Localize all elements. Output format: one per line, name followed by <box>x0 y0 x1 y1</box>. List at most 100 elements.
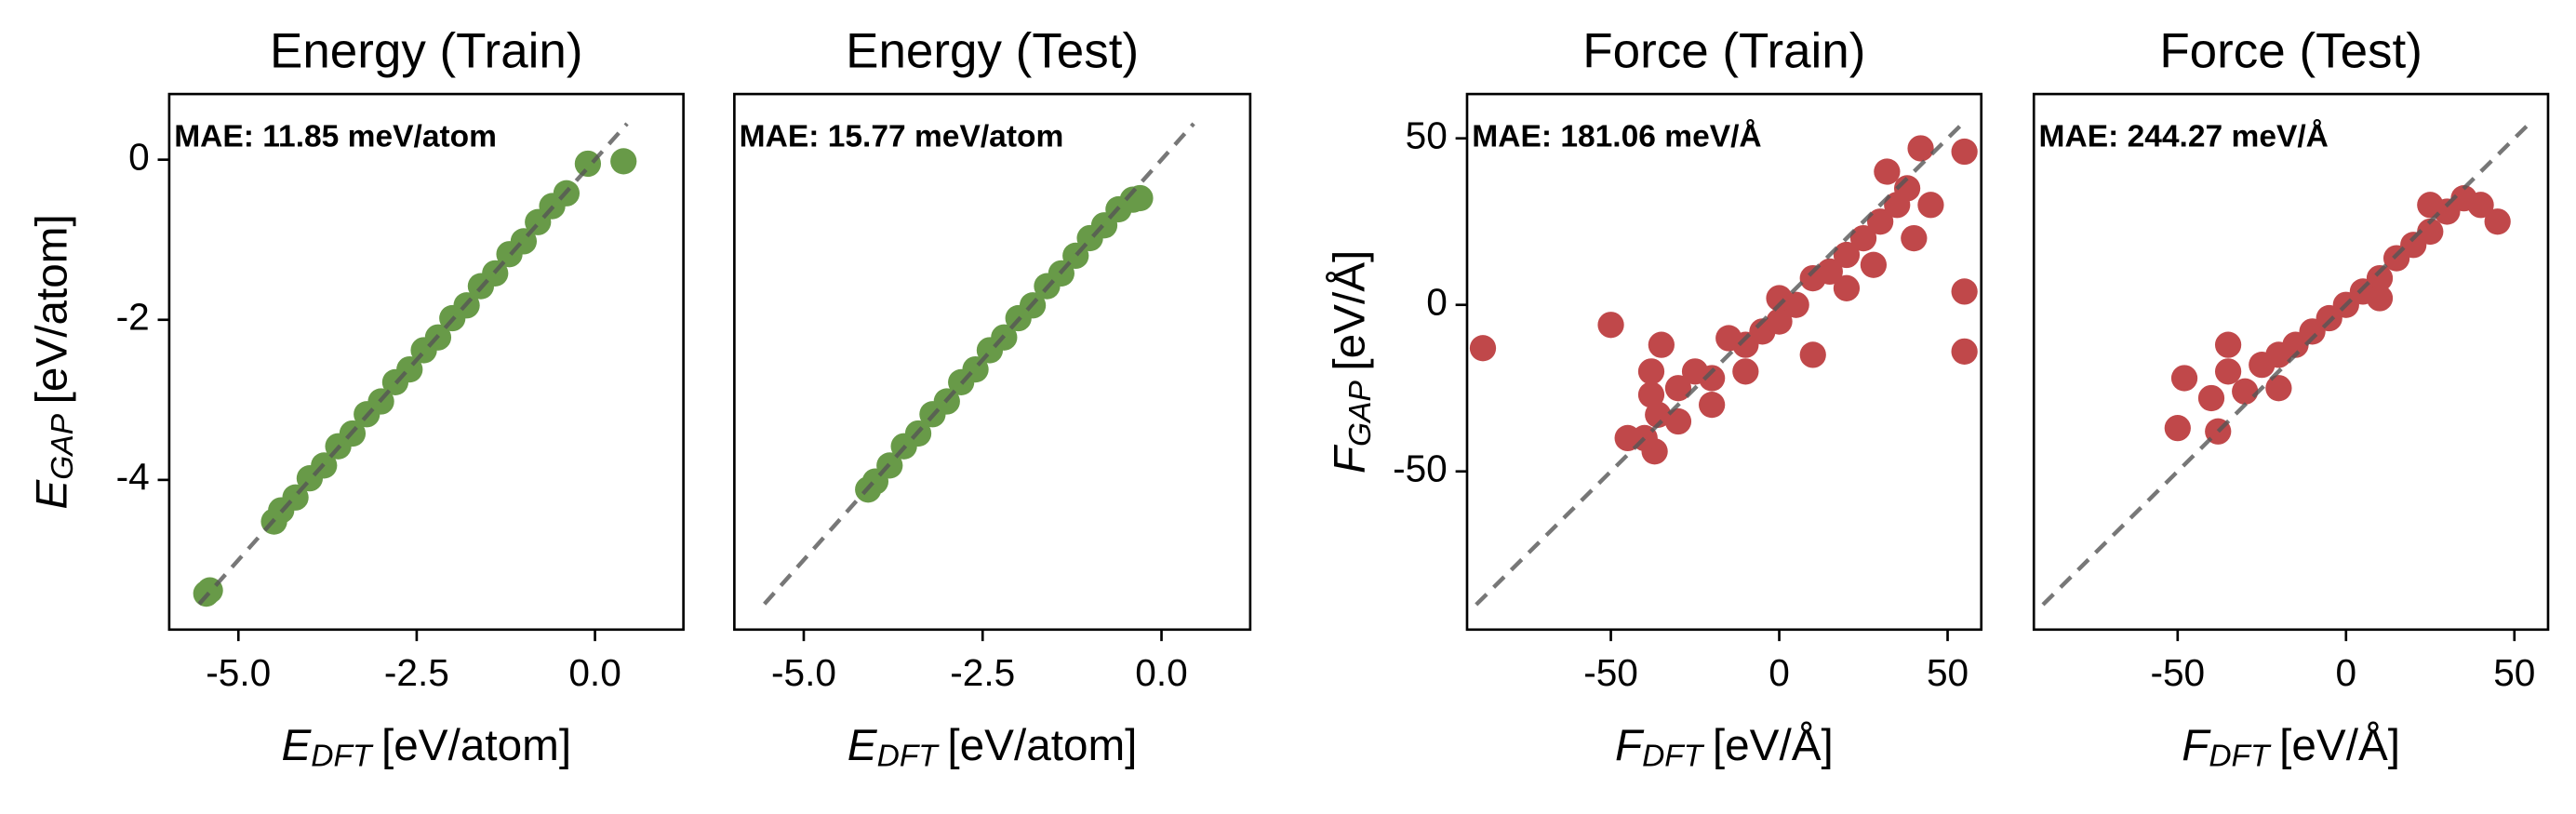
point <box>2467 192 2494 219</box>
axes-frame <box>2032 92 2550 632</box>
axis-label: EDFT [eV/atom] <box>281 721 571 774</box>
axis-label: FDFT [eV/Å] <box>1615 721 1834 774</box>
point <box>1648 331 1675 358</box>
point <box>1867 208 1894 235</box>
point <box>2417 218 2444 246</box>
point <box>1874 158 1901 185</box>
annotation: MAE: 181.06 meV/Å <box>1472 119 1761 154</box>
point <box>1637 381 1665 408</box>
label-symbol: E <box>848 721 878 770</box>
x-tick-label: -5.0 <box>206 651 271 694</box>
point <box>1917 192 1944 219</box>
label-symbol: F <box>1615 721 1645 770</box>
chart-title: Energy (Test) <box>846 24 1139 79</box>
axis-label: FGAP [eV/Å] <box>1325 250 1378 474</box>
label-unit: [eV/atom] <box>947 721 1137 770</box>
annotation: MAE: 15.77 meV/atom <box>740 120 1064 154</box>
point <box>1127 184 1154 212</box>
point <box>1951 338 1978 365</box>
chart-title: Energy (Train) <box>270 24 583 79</box>
point <box>610 148 637 175</box>
point <box>2197 384 2225 412</box>
chart-title: Force (Test) <box>2159 24 2423 79</box>
y-tick-label: -2 <box>116 295 150 338</box>
x-tick-label: -2.5 <box>950 651 1015 694</box>
point <box>2417 192 2444 219</box>
point <box>1637 358 1665 385</box>
point <box>1469 335 1497 362</box>
label-subscript: DFT <box>311 739 374 773</box>
label-subscript: DFT <box>1642 739 1705 773</box>
point <box>1766 285 1793 312</box>
label-symbol: F <box>1325 444 1374 474</box>
point <box>2366 285 2394 312</box>
axis-label: FDFT [eV/Å] <box>2182 721 2400 774</box>
point <box>1799 341 1826 368</box>
point <box>2170 365 2198 392</box>
y-tick-label: -50 <box>1393 447 1448 489</box>
point <box>1893 175 1921 202</box>
y-tick-label: -4 <box>116 456 150 499</box>
point <box>1699 365 1726 392</box>
axis-label: EGAP [eV/atom] <box>27 214 80 509</box>
point <box>2366 264 2394 292</box>
label-subscript: DFT <box>877 739 941 773</box>
point <box>2265 375 2292 402</box>
reference-line <box>197 122 629 606</box>
label-subscript: DFT <box>2209 739 2272 773</box>
x-tick-label: -50 <box>1583 651 1638 694</box>
point <box>1849 224 1877 252</box>
axes-frame <box>733 92 1252 632</box>
point <box>1597 312 1624 339</box>
point <box>1951 138 1978 166</box>
axes-frame <box>167 92 685 632</box>
annotation: MAE: 11.85 meV/atom <box>174 120 497 154</box>
point <box>1664 375 1692 402</box>
y-tick-label: 0 <box>128 135 150 178</box>
point <box>1766 308 1793 335</box>
point <box>1732 358 1759 385</box>
label-symbol: F <box>2182 721 2211 770</box>
point <box>1833 241 1861 269</box>
point <box>1645 401 1672 428</box>
point <box>1699 391 1726 419</box>
y-tick-label: 50 <box>1406 113 1448 156</box>
x-tick-label: -5.0 <box>771 651 836 694</box>
label-subscript: GAP <box>46 413 80 479</box>
x-tick-label: -50 <box>2150 651 2205 694</box>
point <box>2214 358 2242 385</box>
point <box>1901 224 1928 252</box>
chart-title: Force (Train) <box>1582 24 1865 79</box>
label-unit: [eV/Å] <box>1325 250 1374 371</box>
label-symbol: E <box>281 721 312 770</box>
x-tick-label: -2.5 <box>384 651 449 694</box>
label-unit: [eV/Å] <box>2279 721 2400 770</box>
label-unit: [eV/atom] <box>381 721 571 770</box>
point <box>1664 407 1692 435</box>
point <box>2232 378 2259 405</box>
label-subscript: GAP <box>1343 380 1378 447</box>
label-unit: [eV/atom] <box>27 214 76 404</box>
point <box>1951 278 1978 305</box>
x-tick-label: 50 <box>2493 651 2535 694</box>
label-unit: [eV/Å] <box>1713 721 1834 770</box>
point <box>1833 274 1861 301</box>
point <box>1860 251 1888 278</box>
x-tick-label: 0.0 <box>568 651 621 694</box>
x-tick-label: 0 <box>2335 651 2356 694</box>
x-tick-label: 0.0 <box>1135 651 1187 694</box>
point <box>574 150 602 178</box>
reference-line <box>2041 120 2533 607</box>
point <box>1614 424 1641 452</box>
x-tick-label: 50 <box>1927 651 1969 694</box>
axes-frame <box>1465 92 1983 632</box>
reference-line <box>1475 120 1967 607</box>
reference-line <box>763 122 1195 606</box>
point <box>2214 331 2242 358</box>
point <box>2164 415 2191 442</box>
y-tick-label: 0 <box>1426 280 1448 323</box>
x-tick-label: 0 <box>1768 651 1790 694</box>
point <box>1816 258 1843 286</box>
